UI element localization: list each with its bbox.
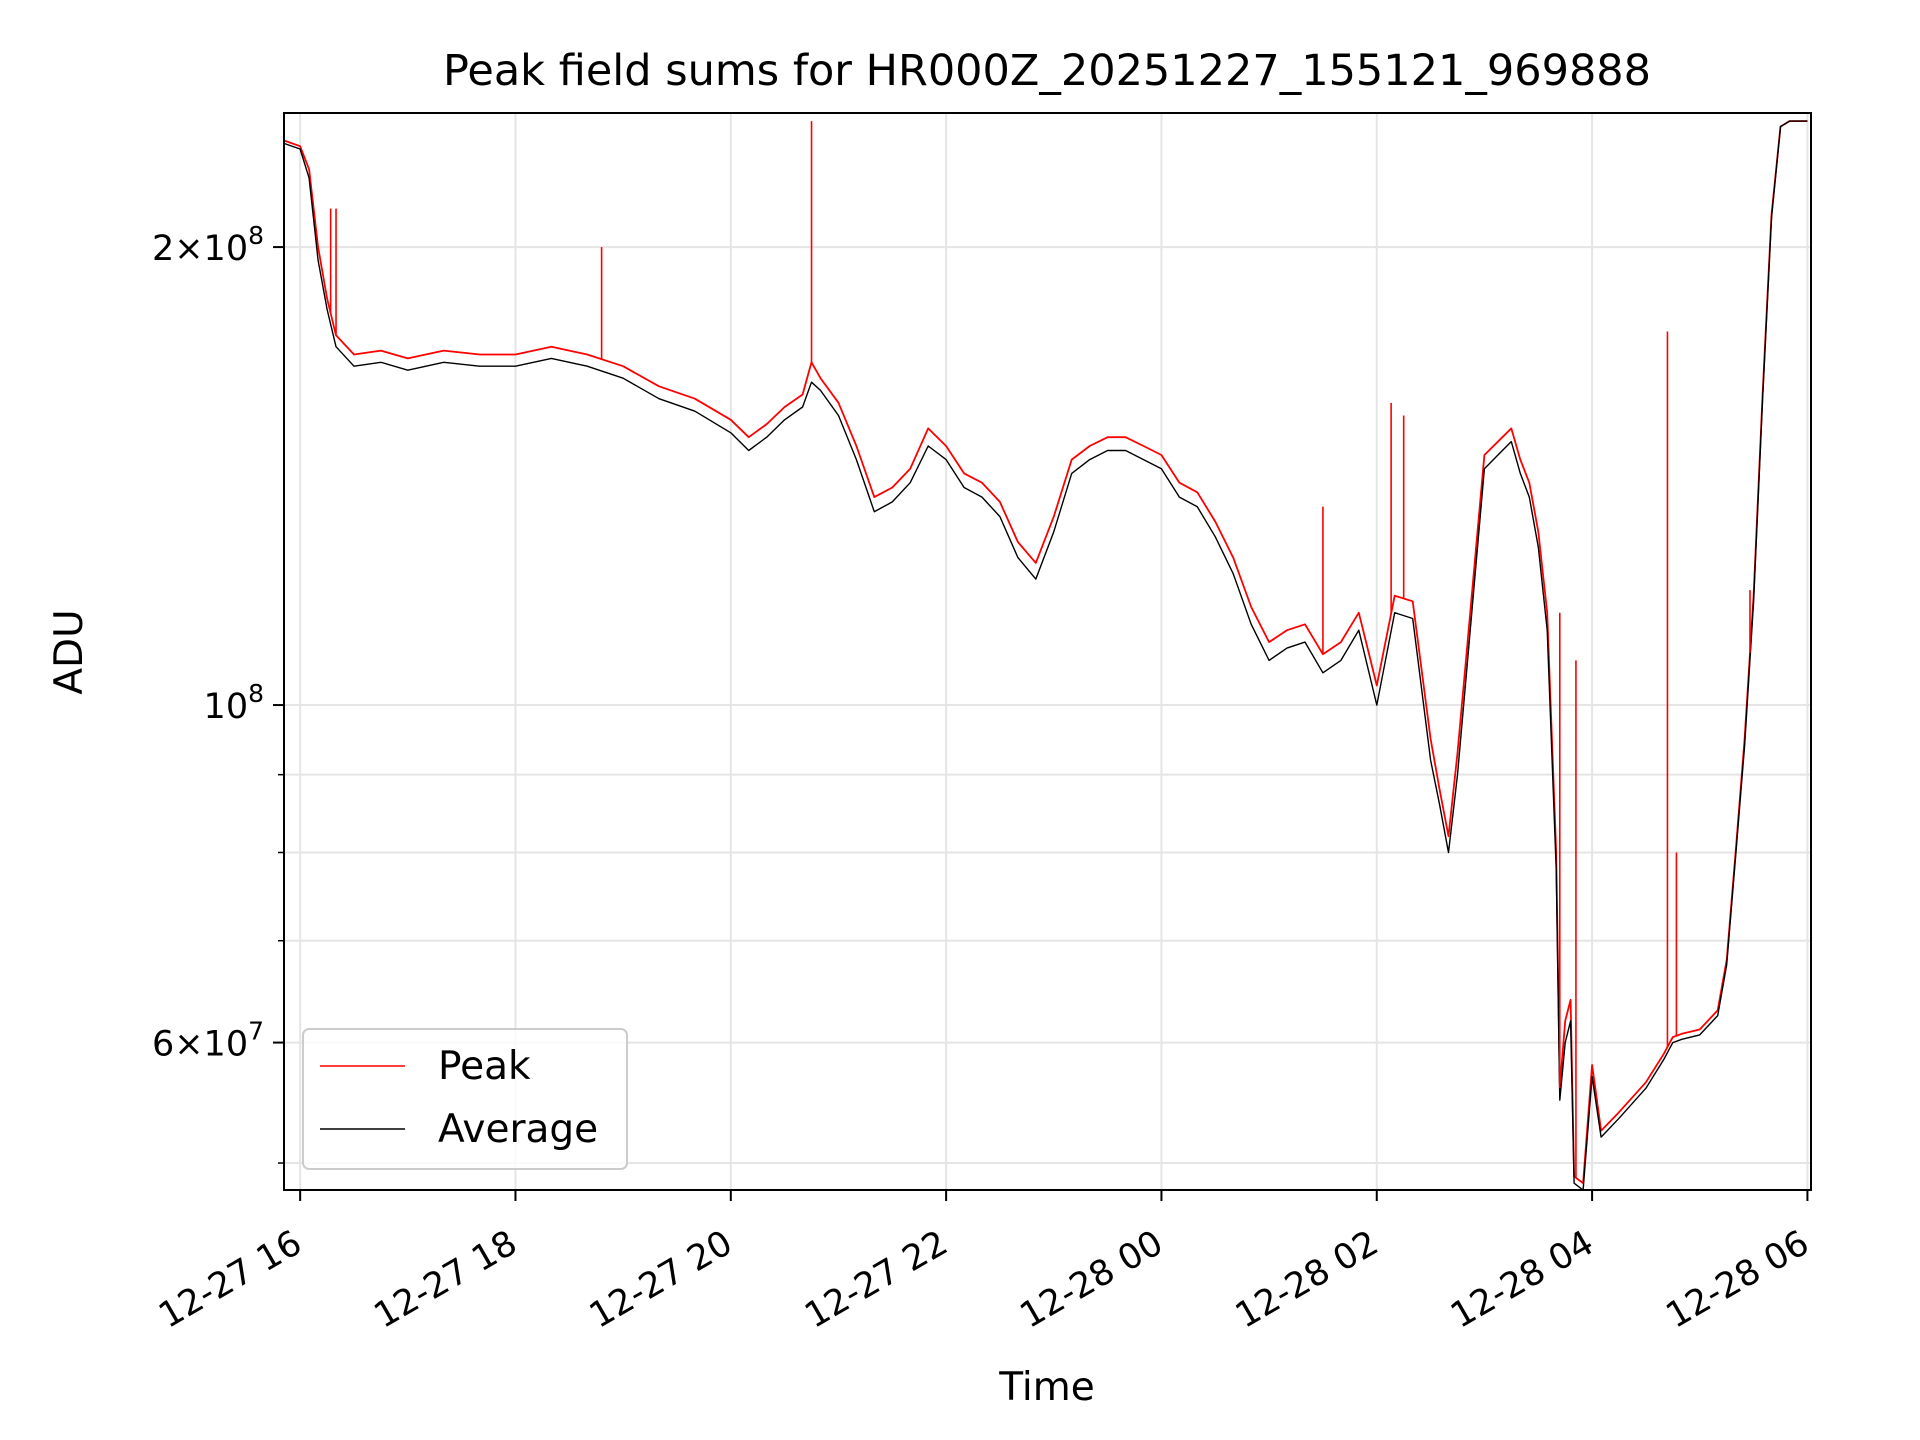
y-tick-label: 2×108 xyxy=(152,221,264,269)
legend-box xyxy=(302,1028,628,1170)
chart-title: Peak field sums for HR000Z_20251227_1551… xyxy=(443,46,1651,96)
grid xyxy=(284,113,1811,1190)
series-line-average xyxy=(284,120,1808,1190)
x-axis-label: Time xyxy=(998,1365,1094,1410)
y-tick-label: 6×107 xyxy=(152,1017,264,1065)
legend: Peak Average xyxy=(302,1028,628,1170)
plot-frame xyxy=(283,112,1812,1191)
y-axis-label: ADU xyxy=(47,609,92,694)
legend-average-label: Average xyxy=(438,1107,598,1152)
y-tick-label: 108 xyxy=(204,679,264,727)
series-line-peak xyxy=(284,120,1808,1185)
series-lines xyxy=(284,120,1808,1190)
legend-peak-label: Peak xyxy=(438,1044,531,1089)
